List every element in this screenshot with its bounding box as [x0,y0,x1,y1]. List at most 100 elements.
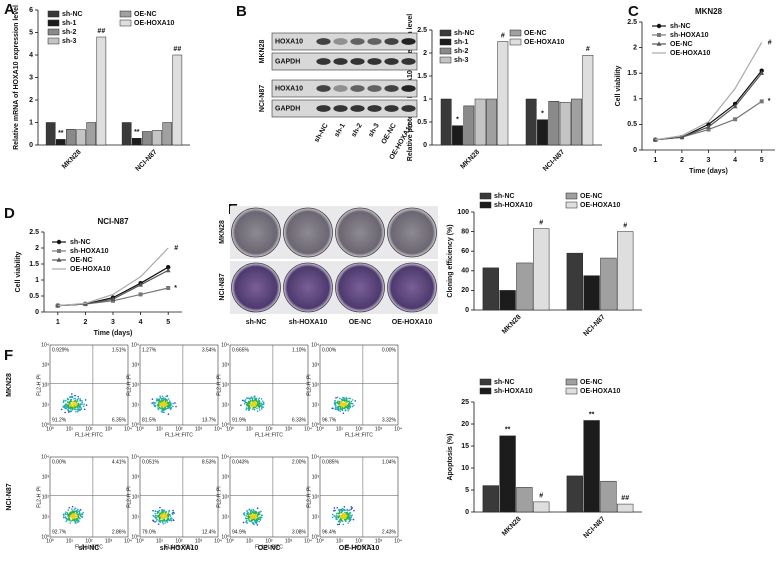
flow-event [244,399,247,401]
flow-event [342,402,345,405]
flow-event [246,509,248,512]
flow-event [78,408,81,411]
flow-event [349,402,352,404]
flow-event [73,516,76,518]
flow-event [344,519,347,521]
flow-event [163,516,165,518]
flow-event [65,520,67,523]
flow-event [172,509,174,512]
flow-y-tick: 10¹ [312,402,320,408]
bar [600,480,617,513]
flow-event [73,519,76,521]
flow-x-label: FL1-H::FITC [75,544,103,550]
flow-y-tick: 10⁰ [221,422,229,428]
flow-event [255,518,257,521]
flow-event [71,505,74,508]
flow-event [341,517,344,519]
flow-event [166,405,169,408]
flow-event [64,411,66,414]
flow-event [169,517,172,520]
flow-event [79,517,81,520]
flow-event [345,401,347,403]
bar [55,139,66,146]
legend-swatch [47,19,60,27]
flow-event [68,396,71,399]
significance-mark: # [768,39,772,46]
flow-event [72,513,75,515]
flow-event [245,408,248,411]
y-tick-label: 0 [633,147,637,154]
flow-event [340,518,343,521]
flow-event [340,510,343,513]
x-tick-label: NCI-N87 [135,149,159,173]
flow-event [246,397,249,400]
flow-event [157,399,160,402]
flow-x-label: FL1-H::FITC [75,432,103,438]
legend-label: sh-3 [62,38,77,45]
flow-event [253,518,255,521]
flow-event [65,511,67,513]
flow-event [152,401,155,404]
flow-event [159,401,162,403]
y-tick-label: 100 [457,209,469,216]
flow-event [337,409,340,411]
flow-event [334,406,337,409]
flow-event [71,516,73,519]
flow-event [348,408,351,410]
significance-mark: # [539,220,543,227]
flow-event [243,400,246,403]
flow-event [75,410,77,413]
significance-mark: * [541,111,544,118]
flow-event [75,509,78,512]
flow-x-tick: 10³ [195,538,203,544]
flow-event [248,519,250,521]
legend-swatch [565,378,578,386]
flow-column-label: sh-HOXA10 [160,545,199,552]
marker [138,292,143,297]
flow-x-tick: 10³ [105,538,113,544]
flow-event [82,405,85,408]
quadrant-percent: 91.9% [232,417,247,423]
flow-x-tick: 10³ [195,426,203,432]
x-tick-label: NCI-N87 [583,314,607,338]
flow-event [66,408,69,411]
flow-y-tick: 10⁴ [221,454,229,460]
flow-event [251,405,254,408]
flow-event [165,511,168,513]
legend-label: OE-HOXA10 [70,266,111,273]
flow-event [80,407,82,409]
blot-band [350,85,365,92]
blot-band [316,85,331,92]
flow-event [67,518,70,521]
flow-y-tick: 10⁰ [311,534,319,540]
significance-mark: * [456,117,459,124]
flow-event [249,514,252,516]
flow-event [252,522,254,525]
flow-event [344,403,346,406]
flow-event [69,522,71,524]
flow-event [157,523,160,525]
flow-event [72,511,74,514]
flow-event [245,515,247,517]
y-axis-label: Cell viability [615,65,622,106]
quadrant-percent: 91.2% [52,417,67,423]
flow-x-tick: 10⁰ [226,538,234,544]
flow-event [160,404,162,406]
flow-event [260,514,263,517]
legend-label: sh-2 [62,29,77,36]
flow-event [71,395,74,398]
flow-event [347,408,349,410]
y-tick-label: 2.5 [627,19,637,26]
x-tick-label: 4 [139,319,143,326]
marker [733,117,738,122]
flow-column-label: sh-NC [79,545,100,552]
flow-event [165,408,168,410]
legend-label: OE-HOXA10 [670,50,711,57]
y-tick-label: 0 [35,309,39,316]
blot-band [384,85,399,92]
flow-event [64,407,67,410]
flow-plot-frame [229,344,309,426]
flow-event [75,516,77,518]
flow-event [251,400,254,402]
